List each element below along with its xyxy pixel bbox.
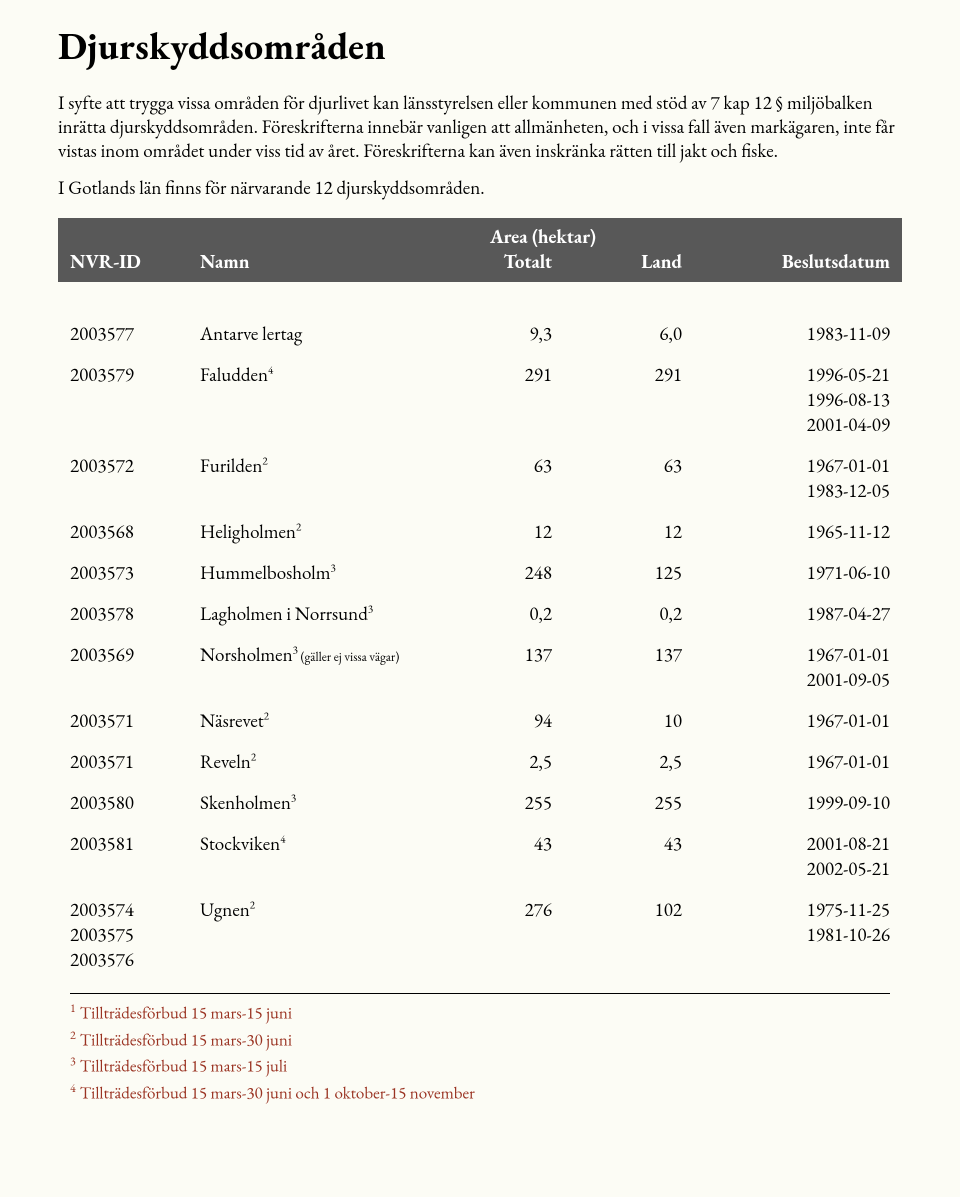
cell-totalt: 2,5 bbox=[460, 749, 580, 774]
cell-name: Faludden4 bbox=[200, 362, 460, 387]
cell-totalt: 248 bbox=[460, 560, 580, 585]
table-row: 2003578Lagholmen i Norrsund30,20,21987-0… bbox=[58, 596, 902, 631]
cell-dates: 1996-05-211996-08-132001-04-09 bbox=[700, 362, 890, 437]
table-row: 2003581Stockviken443432001-08-212002-05-… bbox=[58, 826, 902, 886]
cell-nvr-id: 2003571 bbox=[70, 708, 200, 733]
table-row: 2003577Antarve lertag9,36,01983-11-09 bbox=[58, 316, 902, 351]
cell-name: Antarve lertag bbox=[200, 321, 460, 346]
cell-dates: 1987-04-27 bbox=[700, 601, 890, 626]
cell-totalt: 137 bbox=[460, 642, 580, 667]
cell-dates: 1965-11-12 bbox=[700, 519, 890, 544]
footnotes-block: 1Tillträdesförbud 15 mars-15 juni2Tilltr… bbox=[58, 1000, 902, 1105]
cell-totalt: 63 bbox=[460, 453, 580, 478]
header-nvr: NVR-ID bbox=[70, 249, 200, 274]
cell-land: 255 bbox=[580, 790, 700, 815]
cell-nvr-id: 2003569 bbox=[70, 642, 200, 667]
cell-name: Näsrevet2 bbox=[200, 708, 460, 733]
cell-nvr-id: 2003572 bbox=[70, 453, 200, 478]
document-page: Djurskyddsområden I syfte att trygga vis… bbox=[0, 0, 960, 1197]
cell-name: Heligholmen2 bbox=[200, 519, 460, 544]
cell-totalt: 94 bbox=[460, 708, 580, 733]
cell-dates: 1967-01-011983-12-05 bbox=[700, 453, 890, 503]
paragraph-1: I syfte att trygga vissa områden för dju… bbox=[58, 91, 902, 162]
footnotes-divider bbox=[70, 993, 890, 994]
cell-nvr-id: 2003577 bbox=[70, 321, 200, 346]
cell-dates: 1971-06-10 bbox=[700, 560, 890, 585]
table-row: 2003568Heligholmen212121965-11-12 bbox=[58, 514, 902, 549]
cell-totalt: 0,2 bbox=[460, 601, 580, 626]
table-row: 2003571Reveln22,52,51967-01-01 bbox=[58, 744, 902, 779]
cell-land: 291 bbox=[580, 362, 700, 387]
table-row: 2003573Hummelbosholm32481251971-06-10 bbox=[58, 555, 902, 590]
cell-land: 12 bbox=[580, 519, 700, 544]
cell-nvr-id: 2003568 bbox=[70, 519, 200, 544]
page-title: Djurskyddsområden bbox=[58, 22, 902, 71]
table-row: 2003572Furilden263631967-01-011983-12-05 bbox=[58, 448, 902, 508]
cell-land: 0,2 bbox=[580, 601, 700, 626]
cell-name: Lagholmen i Norrsund3 bbox=[200, 601, 460, 626]
table-row: 2003579Faludden42912911996-05-211996-08-… bbox=[58, 357, 902, 442]
header-area-group: Area (hektar) bbox=[460, 224, 700, 249]
cell-name: Ugnen2 bbox=[200, 897, 460, 922]
header-totalt: Totalt bbox=[460, 249, 580, 274]
header-land: Land bbox=[580, 249, 700, 274]
cell-name: Stockviken4 bbox=[200, 831, 460, 856]
cell-dates: 1967-01-01 bbox=[700, 749, 890, 774]
cell-dates: 2001-08-212002-05-21 bbox=[700, 831, 890, 881]
table-row: 200357420035752003576Ugnen22761021975-11… bbox=[58, 892, 902, 977]
cell-dates: 1967-01-01 bbox=[700, 708, 890, 733]
cell-totalt: 43 bbox=[460, 831, 580, 856]
cell-land: 137 bbox=[580, 642, 700, 667]
cell-nvr-id: 2003579 bbox=[70, 362, 200, 387]
cell-totalt: 12 bbox=[460, 519, 580, 544]
cell-nvr-id: 2003578 bbox=[70, 601, 200, 626]
table-header-band: Area (hektar) NVR-ID Namn Totalt Land Be… bbox=[58, 218, 902, 282]
cell-dates: 1967-01-012001-09-05 bbox=[700, 642, 890, 692]
table-row: 2003569Norsholmen3 (gäller ej vissa väga… bbox=[58, 637, 902, 697]
cell-dates: 1983-11-09 bbox=[700, 321, 890, 346]
cell-land: 102 bbox=[580, 897, 700, 922]
table-row: 2003580Skenholmen32552551999-09-10 bbox=[58, 785, 902, 820]
cell-land: 125 bbox=[580, 560, 700, 585]
cell-totalt: 9,3 bbox=[460, 321, 580, 346]
footnote-line: 4Tillträdesförbud 15 mars-30 juni och 1 … bbox=[70, 1080, 890, 1105]
cell-dates: 1975-11-251981-10-26 bbox=[700, 897, 890, 947]
header-datum: Beslutsdatum bbox=[700, 249, 890, 274]
cell-nvr-id: 200357420035752003576 bbox=[70, 897, 200, 972]
cell-land: 6,0 bbox=[580, 321, 700, 346]
footnote-line: 2Tillträdesförbud 15 mars-30 juni bbox=[70, 1027, 890, 1052]
header-namn: Namn bbox=[200, 249, 460, 274]
cell-land: 63 bbox=[580, 453, 700, 478]
paragraph-2: I Gotlands län finns för närvarande 12 d… bbox=[58, 176, 902, 200]
cell-dates: 1999-09-10 bbox=[700, 790, 890, 815]
cell-totalt: 276 bbox=[460, 897, 580, 922]
table-body: 2003577Antarve lertag9,36,01983-11-09200… bbox=[58, 316, 902, 983]
footnote-line: 3Tillträdesförbud 15 mars-15 juli bbox=[70, 1053, 890, 1078]
cell-totalt: 291 bbox=[460, 362, 580, 387]
cell-land: 10 bbox=[580, 708, 700, 733]
cell-totalt: 255 bbox=[460, 790, 580, 815]
footnote-line: 1Tillträdesförbud 15 mars-15 juni bbox=[70, 1000, 890, 1025]
table-row: 2003571Näsrevet294101967-01-01 bbox=[58, 703, 902, 738]
cell-name: Norsholmen3 (gäller ej vissa vägar) bbox=[200, 642, 460, 667]
cell-name: Skenholmen3 bbox=[200, 790, 460, 815]
cell-nvr-id: 2003580 bbox=[70, 790, 200, 815]
cell-name: Furilden2 bbox=[200, 453, 460, 478]
cell-land: 2,5 bbox=[580, 749, 700, 774]
cell-nvr-id: 2003573 bbox=[70, 560, 200, 585]
cell-nvr-id: 2003581 bbox=[70, 831, 200, 856]
cell-name: Hummelbosholm3 bbox=[200, 560, 460, 585]
cell-nvr-id: 2003571 bbox=[70, 749, 200, 774]
cell-land: 43 bbox=[580, 831, 700, 856]
cell-name: Reveln2 bbox=[200, 749, 460, 774]
